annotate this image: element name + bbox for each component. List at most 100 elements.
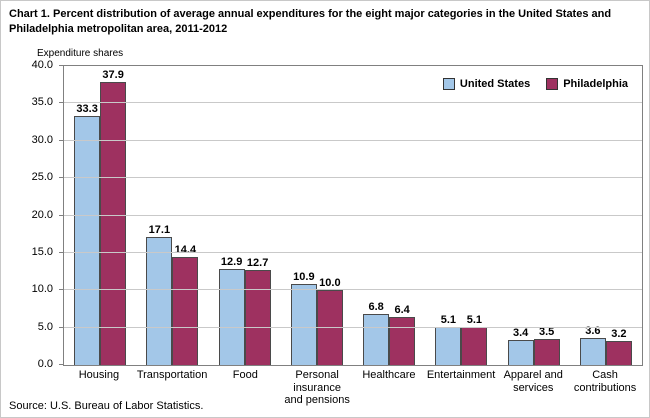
bar-united-states <box>146 237 173 365</box>
gridline <box>64 289 642 291</box>
x-category-label: Housing <box>78 369 120 381</box>
bar-group: 17.1 14.4 <box>136 66 208 365</box>
x-category-label: Entertainment <box>426 369 496 381</box>
plot-area: 33.3 37.9 17.1 14.4 12.9 12.7 10.9 10.0 6.8 6.4 5.… <box>59 65 643 366</box>
x-axis-labels: Housing Transportation Food Personal insura… <box>63 369 641 407</box>
gridline <box>64 102 642 104</box>
y-axis: 0.0 5.0 10.0 15.0 20.0 25.0 30.0 35.0 40.0 <box>1 59 59 370</box>
chart-title: Chart 1. Percent distribution of average… <box>9 8 612 35</box>
bar-value-label: 14.4 <box>174 244 197 257</box>
legend: United States Philadelphia <box>438 76 632 92</box>
bar-value-label: 10.9 <box>293 270 315 283</box>
bar-value-label: 6.4 <box>394 304 410 317</box>
y-tick-mark <box>59 364 63 365</box>
bar-column: 6.8 <box>363 66 390 365</box>
bar-united-states <box>74 116 101 365</box>
legend-item: Philadelphia <box>546 78 628 90</box>
bar-group: 3.4 3.5 <box>498 66 570 365</box>
bar-united-states <box>218 268 245 365</box>
bar-value-label: 6.8 <box>368 301 384 314</box>
y-tick-label: 40.0 <box>31 59 53 71</box>
bar-philadelphia <box>461 326 488 365</box>
bar-column: 12.9 <box>218 66 245 365</box>
bar-column: 10.0 <box>316 66 343 365</box>
bar-column: 3.6 <box>579 66 606 365</box>
bar-united-states <box>363 314 390 365</box>
bar-philadelphia <box>389 317 416 365</box>
y-tick-mark <box>59 65 63 66</box>
bar-value-label: 33.3 <box>76 103 98 116</box>
bar-united-states <box>507 339 534 365</box>
bar-united-states <box>290 283 317 365</box>
bar-column: 12.7 <box>244 66 271 365</box>
bar-group: 10.9 10.0 <box>281 66 353 365</box>
bar-group: 12.9 12.7 <box>209 66 281 365</box>
y-tick-mark <box>59 214 63 216</box>
bar-value-label: 3.6 <box>585 325 601 338</box>
bar-value-label: 12.7 <box>246 257 269 270</box>
bar-philadelphia <box>244 270 271 365</box>
gridline <box>64 326 642 328</box>
x-category-label: Healthcare <box>362 369 416 381</box>
bar-column: 3.5 <box>533 66 560 365</box>
bar-column: 6.4 <box>389 66 416 365</box>
bar-value-label: 10.0 <box>319 277 341 290</box>
y-tick-label: 15.0 <box>31 245 53 258</box>
y-tick-mark <box>59 102 63 104</box>
bar-united-states <box>435 326 462 365</box>
bar-column: 5.1 <box>461 66 488 365</box>
x-category-label: Personal insurance and pensions <box>284 369 350 407</box>
legend-swatch-icon <box>442 78 455 90</box>
legend-label: United States <box>459 78 531 90</box>
gridline <box>64 251 642 253</box>
source-note: Source: U.S. Bureau of Labor Statistics. <box>9 400 204 412</box>
bar-value-label: 5.1 <box>440 313 457 326</box>
bar-value-label: 5.1 <box>466 313 483 326</box>
gridline <box>64 177 642 179</box>
legend-swatch-icon <box>546 78 559 90</box>
bar-column: 10.9 <box>290 66 317 365</box>
bar-column: 37.9 <box>100 66 127 365</box>
bar-philadelphia <box>316 290 343 365</box>
x-category-label: Apparel and services <box>503 369 563 394</box>
bar-column: 5.1 <box>435 66 462 365</box>
bar-value-label: 3.5 <box>538 325 555 338</box>
bar-column: 3.2 <box>605 66 632 365</box>
bar-philadelphia <box>605 341 632 365</box>
bar-philadelphia <box>533 338 560 365</box>
bar-group: 6.8 6.4 <box>353 66 425 365</box>
bar-philadelphia <box>100 81 127 365</box>
gridline <box>64 139 642 141</box>
y-tick-label: 25.0 <box>31 171 53 184</box>
y-tick-label: 0.0 <box>37 358 53 370</box>
bar-series-container: 33.3 37.9 17.1 14.4 12.9 12.7 10.9 10.0 6.8 6.4 5.… <box>64 66 642 365</box>
bar-column: 3.4 <box>507 66 534 365</box>
y-tick-mark <box>59 326 63 328</box>
y-tick-mark <box>59 139 63 141</box>
bar-value-label: 37.9 <box>102 68 124 81</box>
bar-value-label: 3.4 <box>512 326 529 339</box>
bar-column: 17.1 <box>146 66 173 365</box>
legend-label: Philadelphia <box>563 78 628 90</box>
x-category-label: Food <box>232 369 258 381</box>
y-tick-label: 30.0 <box>31 133 53 146</box>
x-category-label: Cash contributions <box>573 369 637 394</box>
bar-value-label: 3.2 <box>611 328 627 341</box>
legend-item: United States <box>442 78 531 90</box>
bar-value-label: 12.9 <box>220 255 243 268</box>
bar-philadelphia <box>172 257 199 365</box>
y-tick-label: 10.0 <box>31 283 53 296</box>
x-category-label: Transportation <box>136 369 208 381</box>
y-tick-mark <box>59 177 63 179</box>
bar-group: 5.1 5.1 <box>425 66 497 365</box>
y-tick-label: 35.0 <box>31 96 53 109</box>
y-tick-mark <box>59 251 63 253</box>
bar-value-label: 17.1 <box>148 224 171 237</box>
y-tick-label: 5.0 <box>37 320 53 333</box>
y-tick-mark <box>59 289 63 291</box>
bar-united-states <box>579 338 606 365</box>
y-axis-label: Expenditure shares <box>37 48 124 59</box>
bar-group: 3.6 3.2 <box>570 66 642 365</box>
bar-column: 33.3 <box>74 66 101 365</box>
